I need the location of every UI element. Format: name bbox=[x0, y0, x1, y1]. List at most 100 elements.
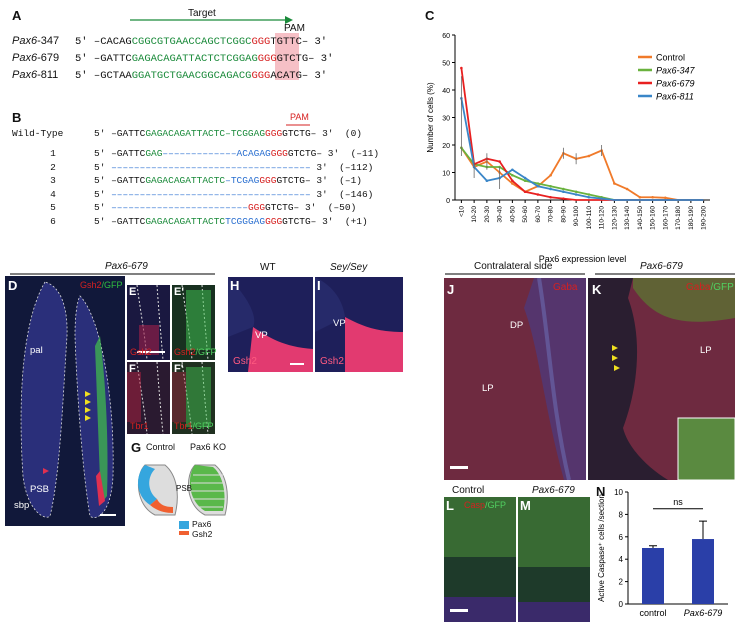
bar-chart: 0 2 4 6 8 10 control Pax6-679 ns Active Caspase⁺ … bbox=[597, 488, 728, 618]
data-point bbox=[587, 154, 591, 158]
data-point bbox=[562, 190, 565, 194]
seq-row-b: 3 5′ –GATTCGAGACAGATTACTC–TCGAGGGGGTCTG– … bbox=[50, 175, 362, 186]
legend-swatch-pax6 bbox=[179, 521, 189, 529]
panel-label-f2: F' bbox=[174, 363, 184, 375]
y-axis-label: Number of cells (%) bbox=[426, 82, 435, 153]
bar bbox=[692, 539, 714, 604]
seq-row-wildtype: Wild-Type 5′ –GATTCGAGACAGATTACTC–TCGGAGG… bbox=[12, 128, 362, 139]
panel-i-vp: VP bbox=[333, 318, 346, 329]
panel-i-stain: Gsh2 bbox=[320, 356, 344, 367]
panel-g-psb: PSB bbox=[176, 484, 193, 493]
panel-j-dp: DP bbox=[510, 320, 524, 331]
panel-d-image bbox=[5, 276, 125, 526]
series-line-1 bbox=[460, 147, 704, 201]
panel-h-title: WT bbox=[260, 262, 276, 273]
pam-label-b: PAM bbox=[290, 112, 309, 122]
line-chart: 0 10 20 30 40 50 60 <10 10-20 20-30 30-40 40-50 50-6… bbox=[426, 33, 710, 264]
x-tick-label: 70-80 bbox=[548, 206, 555, 223]
y-tick-label: 40 bbox=[442, 88, 450, 95]
panel-label-e2: E' bbox=[174, 286, 184, 298]
panel-k-stain: Gaba/GFP bbox=[686, 282, 734, 293]
panel-k-image bbox=[588, 278, 735, 480]
panel-m-title: Pax6-679 bbox=[532, 485, 575, 496]
target-arrow bbox=[130, 16, 299, 80]
panel-k-lp: LP bbox=[700, 345, 712, 356]
y-tick-label: 0 bbox=[619, 600, 624, 609]
panel-l-image bbox=[444, 497, 516, 622]
y-tick-label: 10 bbox=[614, 488, 623, 497]
panel-e-stain: Gsh2 bbox=[130, 347, 152, 357]
panel-label-i: I bbox=[317, 278, 321, 293]
y-tick-label: 2 bbox=[619, 578, 624, 587]
data-point bbox=[523, 176, 527, 180]
x-tick-label: 120-130 bbox=[611, 206, 618, 230]
panel-f-image bbox=[127, 362, 170, 434]
x-tick-label: 110-120 bbox=[599, 206, 606, 230]
panel-label-m: M bbox=[520, 498, 531, 513]
data-point bbox=[625, 187, 629, 191]
panel-e2-image bbox=[172, 285, 215, 360]
data-point bbox=[664, 196, 667, 200]
panel-e2-stain: Gsh2/GFP bbox=[174, 347, 217, 357]
panel-label-a: A bbox=[12, 8, 22, 23]
data-point bbox=[574, 193, 578, 196]
data-point bbox=[549, 184, 552, 188]
legend-swatch-gsh2 bbox=[179, 531, 189, 535]
panel-g-control-title: Control bbox=[146, 442, 176, 452]
seq-row-b: 5 5′ ––––––––––––––––––––––––GGGGTCTG– 3′… bbox=[50, 202, 357, 213]
panel-label-c: C bbox=[425, 8, 435, 23]
data-point bbox=[511, 182, 514, 185]
data-point bbox=[536, 182, 540, 185]
x-tick-label: 190-200 bbox=[701, 206, 708, 230]
data-point bbox=[651, 195, 654, 199]
data-point bbox=[549, 173, 552, 177]
x-tick-label: 40-50 bbox=[509, 206, 516, 223]
y-tick-label: 10 bbox=[442, 171, 450, 178]
data-point bbox=[523, 190, 527, 194]
schematic bbox=[137, 464, 228, 535]
seq-row-a: Pax6-347 5′ –CACAGCGGCGTGAACCAGCTCGGCGGGT… bbox=[12, 35, 328, 48]
panel-l-title: Control bbox=[452, 485, 485, 496]
panel-d-title-rule bbox=[10, 273, 215, 275]
x-tick-label: 10-20 bbox=[471, 206, 478, 223]
panel-j-title: Contralateral side bbox=[474, 261, 553, 272]
data-point bbox=[511, 168, 514, 172]
data-point bbox=[613, 182, 616, 185]
panel-label-l: L bbox=[446, 498, 454, 513]
data-point bbox=[498, 160, 501, 163]
panel-label-n: N bbox=[596, 484, 606, 499]
panel-m-image bbox=[518, 497, 590, 622]
panel-label-b: B bbox=[12, 110, 22, 125]
y-tick-label: 4 bbox=[619, 555, 624, 564]
data-point bbox=[638, 195, 642, 199]
legend-label: Pax6-679 bbox=[656, 79, 695, 89]
y-tick-label: 60 bbox=[442, 33, 450, 40]
legend-label: Pax6-811 bbox=[656, 92, 694, 102]
panel-f2-stain: Tbr1/GFP bbox=[174, 421, 214, 431]
data-point bbox=[485, 179, 489, 183]
seq-row-a: Pax6-679 5′ –GATTCGAGACAGATTACTCTCGGAGGGG… bbox=[12, 52, 334, 65]
legend-pax6: Pax6 bbox=[192, 519, 212, 529]
seq-row-a: Pax6-811 5′ –GCTAAGGATGCTGAACGGCAGACGGGGA… bbox=[12, 69, 328, 82]
x-tick-label: 180-190 bbox=[688, 206, 695, 230]
x-tick-label: control bbox=[639, 608, 666, 618]
panel-label-f: F bbox=[129, 363, 136, 375]
y-axis-label: Active Caspase⁺ cells /section bbox=[597, 494, 606, 602]
panel-label-h: H bbox=[230, 278, 240, 293]
panel-h-stain: Gsh2 bbox=[233, 356, 257, 367]
y-tick-label: 0 bbox=[446, 198, 450, 205]
panel-jk-title-rule bbox=[445, 273, 735, 275]
y-tick-label: 50 bbox=[442, 61, 450, 68]
panel-f2-image bbox=[172, 362, 215, 434]
panel-label-j: J bbox=[447, 282, 455, 297]
x-tick-label: 160-170 bbox=[662, 206, 669, 230]
label-sbp: sbp bbox=[14, 500, 30, 511]
data-point bbox=[549, 195, 552, 199]
panel-i-title: Sey/Sey bbox=[330, 262, 368, 273]
panel-g-ko-title: Pax6 KO bbox=[190, 442, 227, 452]
data-point bbox=[511, 173, 514, 177]
legend-label: Control bbox=[656, 53, 685, 63]
panel-e-image bbox=[127, 285, 170, 360]
panel-label-d: D bbox=[8, 278, 18, 293]
x-tick-label: 140-150 bbox=[637, 206, 644, 230]
